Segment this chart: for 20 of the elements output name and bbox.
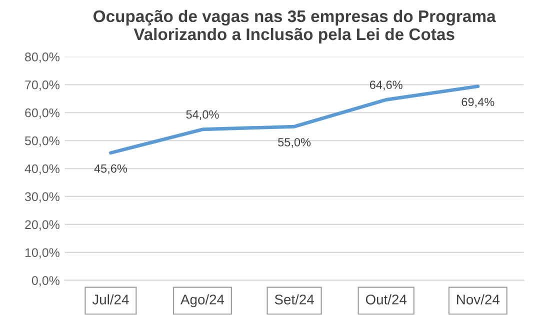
x-tick-label: Ago/24 [180,294,224,308]
y-tick-label: 50,0% [24,136,60,147]
data-label: 55,0% [278,138,311,148]
data-label: 69,4% [462,98,494,108]
y-tick-label: 20,0% [25,220,60,231]
y-tick-label: 70,0% [25,80,60,91]
y-tick-label: 80,0% [25,52,60,63]
data-label: 54,0% [186,110,219,120]
y-tick-label: 30,0% [24,192,60,203]
data-label: 45,6% [94,164,128,174]
x-tick-label: Jul/24 [92,294,129,304]
y-tick-label: 0,0% [32,276,60,286]
y-tick-label: 10,0% [25,248,60,259]
x-tick-label: Nov/24 [457,294,500,304]
data-label: 64,6% [370,80,402,90]
y-tick-label: 60,0% [25,108,60,119]
chart-title: Ocupação de vagas nas 35 empresas do Programa Valorizando a Inclusão pela Lei de Cotas [94,10,496,44]
y-tick-label: 40,0% [24,164,60,175]
x-tick-label: Out/24 [366,294,407,304]
x-tick-label: Set/24 [274,294,314,304]
